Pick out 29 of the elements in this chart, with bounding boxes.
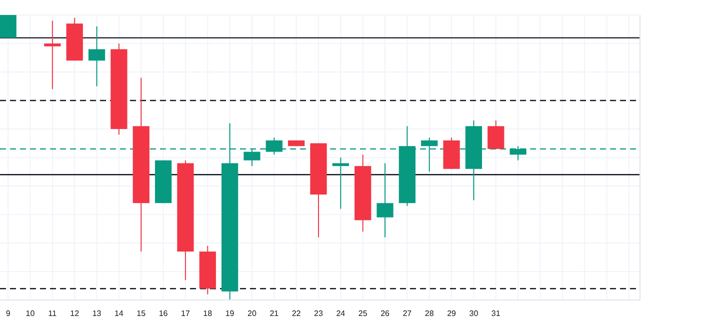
candlestick	[332, 157, 349, 210]
x-tick-label: 18	[203, 309, 213, 318]
candlestick	[488, 120, 504, 150]
x-tick-label: 30	[469, 309, 479, 318]
x-tick-label: 31	[491, 309, 501, 318]
x-tick-label: 28	[424, 309, 434, 318]
x-tick-label: 14	[114, 309, 124, 318]
x-tick-label: 20	[248, 309, 257, 318]
candlestick	[44, 20, 61, 90]
x-tick-label: 24	[336, 309, 346, 318]
x-tick-label: 11	[48, 309, 58, 318]
x-tick-label: 26	[380, 309, 390, 318]
x-tick-label: 19	[225, 309, 235, 318]
x-tick-label: 23	[314, 309, 324, 318]
x-tick-label: 13	[92, 309, 102, 318]
x-tick-label: 27	[402, 309, 412, 318]
x-tick-label: 10	[26, 309, 36, 318]
x-tick-label: 9	[6, 309, 11, 318]
x-tick-label: 15	[136, 309, 146, 318]
x-tick-label: 22	[292, 309, 302, 318]
candlestick	[376, 162, 394, 238]
x-tick-label: 29	[447, 309, 457, 318]
x-tick-label: 21	[270, 309, 280, 318]
x-tick-label: 17	[181, 309, 190, 318]
candlestick	[0, 14, 16, 38]
candlestick	[88, 26, 106, 87]
x-tick-label: 12	[70, 309, 80, 318]
x-tick-label: 25	[358, 309, 368, 318]
x-tick-label: 16	[158, 309, 168, 318]
